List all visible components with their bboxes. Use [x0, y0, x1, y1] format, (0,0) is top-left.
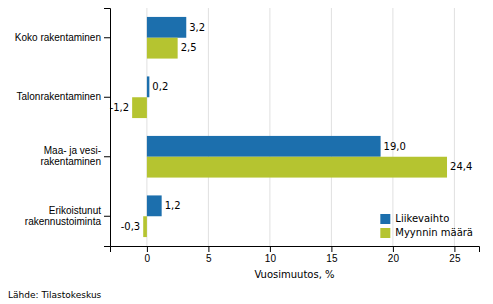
x-axis: 0 5 10 15 20 25	[111, 246, 480, 264]
x-tick: 15	[326, 246, 338, 264]
y-tick-mark	[104, 37, 110, 38]
data-label: 2,5	[181, 42, 197, 53]
data-labels: 3,2 0,2 19,0 1,2 2,5 -1,2 24,4 -0,3	[110, 22, 473, 232]
bar	[147, 38, 178, 59]
x-tick-mark	[454, 246, 455, 252]
legend: Liikevaihto Myynnin määrä	[380, 213, 473, 238]
y-tick: Koko rakentaminen	[15, 32, 110, 43]
x-tick: 0	[145, 246, 151, 264]
x-tick-mark	[270, 246, 271, 252]
x-tick-mark	[147, 246, 148, 252]
grid-line	[454, 8, 455, 246]
x-tick-label: 20	[388, 253, 400, 264]
grid-line	[331, 8, 332, 246]
plot: 0 5 10 15 20 25 Koko rakentaminen Talonrakentam…	[15, 8, 480, 264]
data-label: 19,0	[384, 141, 406, 152]
legend-swatch	[380, 214, 390, 224]
x-tick: 20	[388, 246, 400, 264]
data-label: -1,2	[110, 102, 130, 113]
bar	[147, 17, 186, 38]
bar	[132, 97, 147, 118]
legend-label: Liikevaihto	[395, 213, 449, 224]
data-label: 3,2	[189, 22, 205, 33]
y-tick-mark	[104, 97, 110, 98]
bar	[147, 76, 149, 97]
y-axis: Koko rakentaminen Talonrakentaminen Maa- j…	[15, 9, 111, 247]
x-tick-mark	[331, 246, 332, 252]
x-tick-label: 10	[265, 253, 277, 264]
y-tick-label: Erikoistunutrakennustoiminta	[25, 205, 102, 227]
data-label: -0,3	[121, 221, 141, 232]
x-tick: 5	[206, 246, 212, 264]
y-tick: Erikoistunutrakennustoiminta	[25, 205, 110, 227]
x-tick-mark	[393, 246, 394, 252]
x-tick-label: 0	[145, 253, 151, 264]
data-label: 24,4	[450, 161, 472, 172]
data-label: 1,2	[165, 200, 181, 211]
x-axis-title: Vuosimuutos, %	[254, 269, 334, 280]
x-tick-label: 15	[326, 253, 338, 264]
chart: 0 5 10 15 20 25 Koko rakentaminen Talonrakentam…	[0, 0, 493, 304]
bar	[147, 157, 447, 178]
y-tick-mark	[104, 156, 110, 157]
grid-line	[269, 8, 270, 246]
x-tick: 25	[449, 246, 461, 264]
x-tick-label: 5	[206, 253, 212, 264]
x-axis-line	[111, 247, 480, 253]
y-tick-label: Koko rakentaminen	[15, 32, 101, 43]
y-tick-label: Talonrakentaminen	[17, 91, 102, 102]
annotation: Lähde: Tilastokeskus	[8, 290, 102, 300]
x-tick: 10	[265, 246, 277, 264]
x-tick-mark	[208, 246, 209, 252]
data-label: 0,2	[152, 81, 168, 92]
bar	[147, 195, 162, 216]
bar	[143, 216, 147, 237]
legend-label: Myynnin määrä	[395, 227, 473, 238]
y-tick: Maa- ja vesi-rakentaminen	[40, 145, 110, 167]
y-axis-line	[104, 9, 111, 247]
legend-swatch	[380, 228, 390, 238]
bars	[132, 17, 447, 237]
legend-item: Liikevaihto	[380, 213, 449, 224]
grid	[147, 8, 455, 246]
y-tick-label: Maa- ja vesi-rakentaminen	[40, 145, 101, 167]
y-tick-mark	[104, 216, 110, 217]
legend-item: Myynnin määrä	[380, 227, 473, 238]
bar	[147, 136, 381, 157]
y-tick: Talonrakentaminen	[17, 91, 111, 102]
grid-line	[392, 8, 393, 246]
x-tick-label: 25	[449, 253, 461, 264]
grid-line	[208, 8, 209, 246]
